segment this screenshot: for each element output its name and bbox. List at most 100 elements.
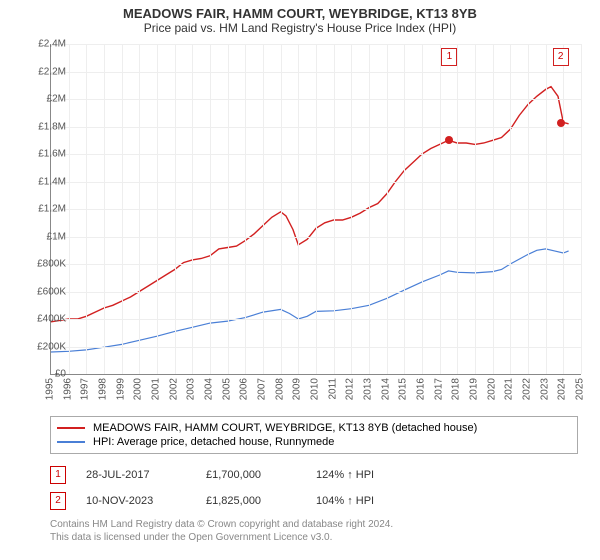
sale-date: 28-JUL-2017 [86, 469, 186, 481]
sale-price: £1,825,000 [206, 495, 296, 507]
gridline-v [210, 44, 211, 374]
gridline-v [298, 44, 299, 374]
x-axis-label: 2001 [151, 378, 162, 400]
sale-marker-label: 1 [441, 48, 457, 66]
x-axis-label: 2019 [469, 378, 480, 400]
sale-row-marker: 2 [50, 492, 66, 510]
gridline-v [263, 44, 264, 374]
x-axis-label: 2021 [504, 378, 515, 400]
x-axis-label: 1997 [80, 378, 91, 400]
gridline-v [86, 44, 87, 374]
chart-title: MEADOWS FAIR, HAMM COURT, WEYBRIDGE, KT1… [0, 0, 600, 21]
gridline-v [316, 44, 317, 374]
y-axis-label: £2M [22, 94, 66, 105]
gridline-v [351, 44, 352, 374]
x-axis-label: 2015 [398, 378, 409, 400]
gridline-v [457, 44, 458, 374]
gridline-v [493, 44, 494, 374]
sale-hpi: 124% ↑ HPI [316, 469, 426, 481]
x-axis-label: 2023 [539, 378, 550, 400]
gridline-v [104, 44, 105, 374]
x-axis-label: 2013 [363, 378, 374, 400]
x-axis-label: 2025 [575, 378, 586, 400]
y-axis-label: £1.8M [22, 121, 66, 132]
gridline-v [422, 44, 423, 374]
gridline-v [192, 44, 193, 374]
y-axis-label: £1.2M [22, 204, 66, 215]
y-axis-label: £1M [22, 231, 66, 242]
x-axis-label: 2003 [186, 378, 197, 400]
gridline-v [122, 44, 123, 374]
legend-item: HPI: Average price, detached house, Runn… [57, 435, 571, 449]
x-axis-label: 2017 [433, 378, 444, 400]
x-axis-label: 1999 [115, 378, 126, 400]
x-axis-label: 2010 [310, 378, 321, 400]
gridline-v [581, 44, 582, 374]
gridline-v [563, 44, 564, 374]
sale-row: 1 28-JUL-2017 £1,700,000 124% ↑ HPI [50, 462, 578, 488]
x-axis-label: 2014 [380, 378, 391, 400]
y-axis-label: £600K [22, 286, 66, 297]
gridline-v [369, 44, 370, 374]
gridline-v [139, 44, 140, 374]
x-axis-label: 2004 [204, 378, 215, 400]
gridline-v [546, 44, 547, 374]
x-axis-label: 2011 [327, 378, 338, 400]
x-axis-label: 2020 [486, 378, 497, 400]
x-axis-label: 2005 [221, 378, 232, 400]
sale-price: £1,700,000 [206, 469, 296, 481]
x-axis-label: 2022 [522, 378, 533, 400]
gridline-v [281, 44, 282, 374]
gridline-v [69, 44, 70, 374]
sale-marker-dot [557, 119, 565, 127]
gridline-v [228, 44, 229, 374]
gridline-v [334, 44, 335, 374]
x-axis-label: 2016 [416, 378, 427, 400]
sale-date: 10-NOV-2023 [86, 495, 186, 507]
series-property [51, 87, 569, 322]
legend-swatch [57, 441, 85, 443]
footer-line-1: Contains HM Land Registry data © Crown c… [50, 518, 578, 531]
legend: MEADOWS FAIR, HAMM COURT, WEYBRIDGE, KT1… [50, 416, 578, 454]
plot-area: 12 [50, 44, 581, 375]
sale-marker-label: 2 [553, 48, 569, 66]
sale-marker-dot [445, 136, 453, 144]
x-axis-label: 2007 [257, 378, 268, 400]
footer-attribution: Contains HM Land Registry data © Crown c… [50, 518, 578, 544]
legend-item: MEADOWS FAIR, HAMM COURT, WEYBRIDGE, KT1… [57, 421, 571, 435]
footer-line-2: This data is licensed under the Open Gov… [50, 531, 578, 544]
chart-container: MEADOWS FAIR, HAMM COURT, WEYBRIDGE, KT1… [0, 0, 600, 560]
x-axis-label: 2006 [239, 378, 250, 400]
legend-swatch [57, 427, 85, 429]
y-axis-label: £2.2M [22, 66, 66, 77]
x-axis-label: 2008 [274, 378, 285, 400]
y-axis-label: £400K [22, 314, 66, 325]
gridline-v [440, 44, 441, 374]
legend-label: MEADOWS FAIR, HAMM COURT, WEYBRIDGE, KT1… [93, 422, 477, 434]
y-axis-label: £200K [22, 341, 66, 352]
gridline-v [475, 44, 476, 374]
x-axis-label: 1998 [98, 378, 109, 400]
x-axis-label: 2018 [451, 378, 462, 400]
sale-hpi: 104% ↑ HPI [316, 495, 426, 507]
gridline-v [510, 44, 511, 374]
y-axis-label: £1.6M [22, 149, 66, 160]
sale-row-marker: 1 [50, 466, 66, 484]
x-axis-label: 1996 [62, 378, 73, 400]
legend-label: HPI: Average price, detached house, Runn… [93, 436, 334, 448]
sale-row: 2 10-NOV-2023 £1,825,000 104% ↑ HPI [50, 488, 578, 514]
gridline-v [157, 44, 158, 374]
x-axis-label: 2024 [557, 378, 568, 400]
x-axis-label: 2009 [292, 378, 303, 400]
x-axis-label: 2002 [168, 378, 179, 400]
chart-subtitle: Price paid vs. HM Land Registry's House … [0, 21, 600, 39]
x-axis-label: 2012 [345, 378, 356, 400]
gridline-v [387, 44, 388, 374]
gridline-v [245, 44, 246, 374]
y-axis-label: £2.4M [22, 39, 66, 50]
gridline-v [404, 44, 405, 374]
gridline-v [175, 44, 176, 374]
x-axis-label: 2000 [133, 378, 144, 400]
gridline-v [528, 44, 529, 374]
y-axis-label: £800K [22, 259, 66, 270]
